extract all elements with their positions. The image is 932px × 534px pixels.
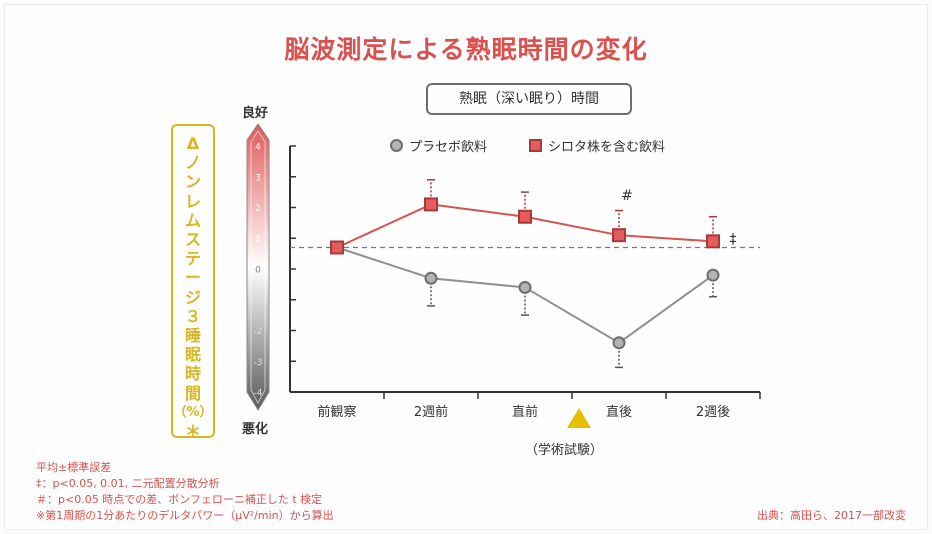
data-point-placebo bbox=[706, 268, 720, 282]
chart-title: 脳波測定による熟眠時間の変化 bbox=[284, 35, 648, 64]
y-axis-label-char: ス bbox=[184, 230, 201, 250]
significance-mark: ‡ bbox=[730, 231, 737, 247]
test-marker-icon bbox=[567, 408, 591, 432]
y-tick-label: 3 bbox=[255, 173, 261, 183]
y-axis-label-char: ー bbox=[184, 268, 201, 288]
data-point-shirota bbox=[518, 209, 532, 224]
y-axis-label: Δ ノンレムステージ ３ 睡眠時間（%） ＊ bbox=[173, 134, 213, 441]
chart-subtitle: 熟眠（深い眠り）時間 bbox=[426, 83, 632, 115]
y-axis-label-char: ３ bbox=[184, 306, 201, 326]
x-tick-label: 前観察 bbox=[317, 404, 356, 420]
legend-shirota: シロタ株を含む飲料 bbox=[529, 136, 665, 155]
legend-square-icon bbox=[529, 139, 542, 152]
y-axis-label-char: テ bbox=[184, 249, 201, 269]
y-axis-label-char: ノ bbox=[184, 153, 201, 173]
data-point-shirota bbox=[706, 234, 720, 249]
data-point-placebo bbox=[518, 280, 532, 294]
series-line bbox=[336, 246, 714, 344]
y-axis-label-char: （%） bbox=[173, 404, 213, 420]
y-axis-label-char: 間 bbox=[184, 383, 201, 403]
source-note: 出典：高田ら、2017一部改変 bbox=[757, 509, 906, 522]
x-tick-label: 2週後 bbox=[696, 405, 730, 420]
data-point-shirota bbox=[330, 240, 344, 255]
x-tick-label: 直後 bbox=[606, 405, 632, 420]
y-tick-label: -3 bbox=[254, 358, 263, 368]
y-tick-label: 4 bbox=[255, 143, 261, 153]
note-1: 平均±標準誤差 bbox=[36, 461, 112, 474]
y-axis-label-char: ジ bbox=[184, 287, 201, 307]
y-tick-label: -4 bbox=[254, 389, 263, 399]
y-axis-label-char: ＊ bbox=[184, 422, 201, 442]
chart-frame bbox=[4, 4, 928, 530]
data-point-placebo bbox=[612, 336, 626, 350]
y-axis-label-char: レ bbox=[184, 191, 201, 211]
scale-bottom-word: 悪化 bbox=[242, 422, 269, 437]
x-tick-label: 直前 bbox=[512, 404, 538, 420]
y-axis-label-char: 眠 bbox=[184, 345, 201, 365]
note-4: ※第1周期の1分あたりのデルタパワー（μV²/min）から算出 bbox=[36, 509, 334, 522]
data-point-shirota bbox=[424, 197, 438, 212]
significance-mark: # bbox=[621, 188, 633, 204]
scale-top-word: 良好 bbox=[242, 106, 269, 121]
y-axis-label-char: ム bbox=[184, 210, 201, 230]
y-axis-label-char: 時 bbox=[184, 364, 201, 384]
y-axis-label-char: 睡 bbox=[184, 326, 201, 346]
y-tick-label: 1 bbox=[255, 235, 261, 245]
y-tick-label: -1 bbox=[254, 296, 263, 306]
note-3: ＃：p<0.05 時点での差、ボンフェローニ補正した t 検定 bbox=[36, 493, 323, 506]
legend-shirota-label: シロタ株を含む飲料 bbox=[548, 140, 666, 155]
x-tick-label: 2週前 bbox=[414, 404, 448, 420]
y-axis-label-char: ン bbox=[184, 172, 201, 192]
legend-circle-icon bbox=[390, 139, 403, 152]
data-point-placebo bbox=[424, 271, 438, 285]
y-tick-label: -2 bbox=[254, 327, 263, 337]
legend-placebo-label: プラセボ飲料 bbox=[409, 140, 488, 155]
note-2: ‡：p<0.05, 0.01, 二元配置分散分析 bbox=[36, 477, 220, 490]
test-label: （学術試験） bbox=[525, 443, 604, 458]
y-axis-label-box: Δ ノンレムステージ ３ 睡眠時間（%） ＊ bbox=[171, 124, 215, 441]
y-tick-label: 2 bbox=[255, 204, 261, 214]
data-point-shirota bbox=[612, 228, 626, 243]
legend-placebo: プラセボ飲料 bbox=[390, 136, 487, 155]
y-tick-label: 0 bbox=[255, 266, 261, 276]
y-axis-label-char: Δ bbox=[186, 134, 200, 153]
y-scale-bar bbox=[246, 123, 270, 411]
